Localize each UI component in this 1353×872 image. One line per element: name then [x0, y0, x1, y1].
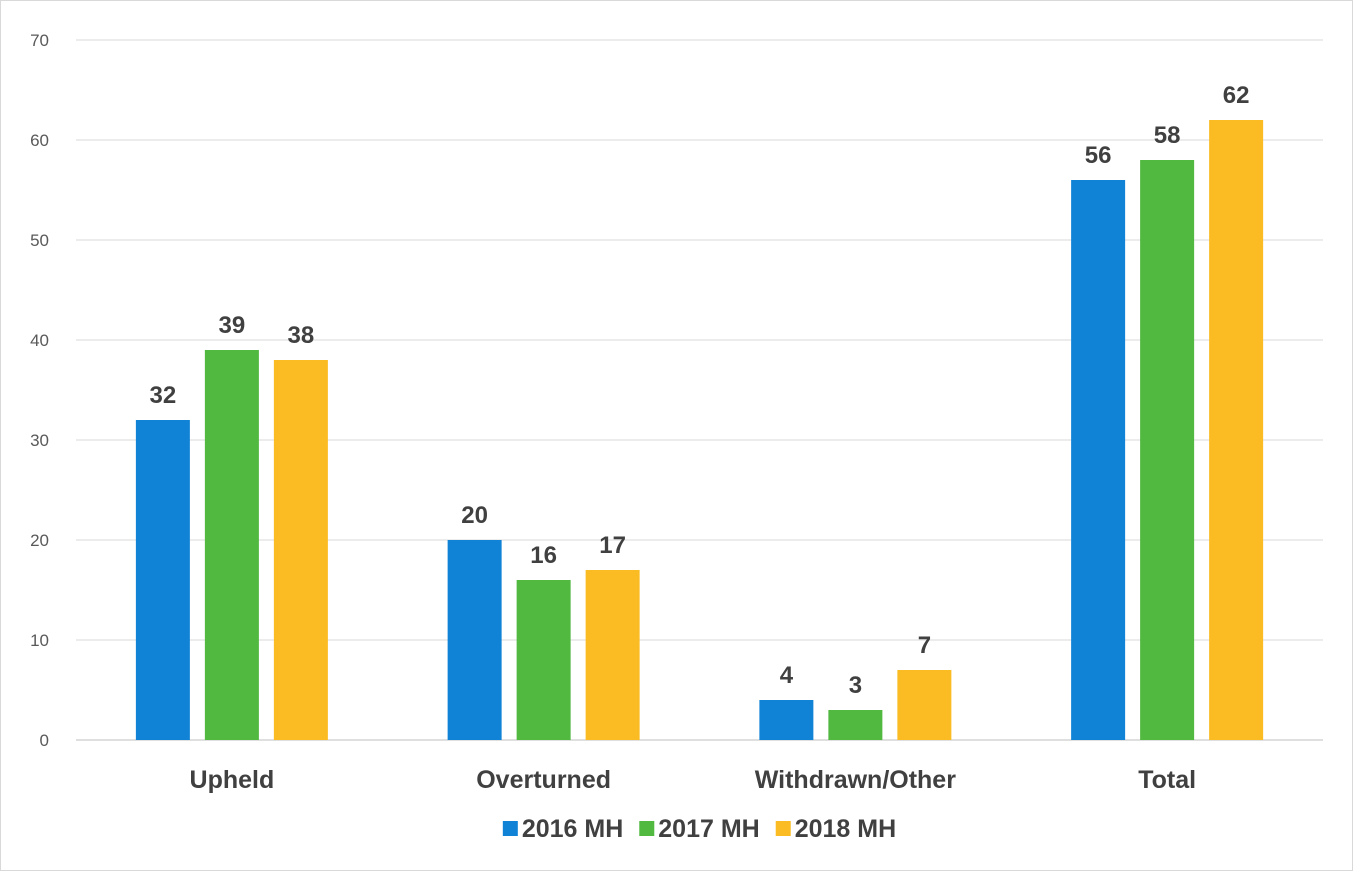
bar [135, 420, 190, 740]
data-label: 20 [461, 502, 488, 529]
bar [759, 700, 814, 740]
data-labels: 32 39 38 20 16 17 4 3 7 56 58 62 [150, 82, 1250, 699]
bar [1071, 180, 1126, 740]
data-label: 4 [780, 662, 794, 689]
bar [447, 540, 502, 740]
data-label: 3 [849, 672, 862, 699]
x-tick-label: Withdrawn/Other [755, 766, 956, 794]
y-tick-label: 10 [30, 631, 49, 650]
bar [204, 350, 259, 740]
bar [585, 570, 640, 740]
legend: 2016 MH 2017 MH 2018 MH [502, 815, 896, 843]
x-axis: Upheld Overturned Withdrawn/Other Total [190, 766, 1197, 794]
data-label: 17 [599, 532, 626, 559]
y-tick-label: 30 [30, 431, 49, 450]
legend-label: 2017 MH [658, 815, 759, 843]
legend-label: 2018 MH [795, 815, 896, 843]
y-tick-label: 50 [30, 231, 49, 250]
bar [516, 580, 571, 740]
y-axis: 0 10 20 30 40 50 60 70 [30, 31, 49, 750]
y-tick-label: 70 [30, 31, 49, 50]
data-label: 56 [1085, 142, 1112, 169]
x-tick-label: Overturned [476, 766, 611, 794]
bar [1140, 160, 1195, 740]
legend-swatch [775, 821, 791, 836]
gridlines [76, 39, 1323, 741]
bars [135, 120, 1264, 740]
data-label: 38 [288, 322, 315, 349]
y-tick-label: 40 [30, 331, 49, 350]
legend-swatch [502, 821, 518, 836]
data-label: 39 [219, 312, 246, 339]
legend-swatch [639, 821, 655, 836]
y-tick-label: 20 [30, 531, 49, 550]
data-label: 16 [530, 542, 557, 569]
data-label: 58 [1154, 122, 1181, 149]
data-label: 32 [150, 382, 177, 409]
bar [897, 670, 952, 740]
bar [828, 710, 883, 740]
y-tick-label: 60 [30, 131, 49, 150]
x-tick-label: Total [1138, 766, 1196, 794]
data-label: 62 [1223, 82, 1250, 109]
data-label: 7 [918, 632, 931, 659]
bar [273, 360, 328, 740]
legend-label: 2016 MH [522, 815, 623, 843]
x-tick-label: Upheld [190, 766, 275, 794]
y-tick-label: 0 [40, 731, 49, 750]
bar [1209, 120, 1264, 740]
